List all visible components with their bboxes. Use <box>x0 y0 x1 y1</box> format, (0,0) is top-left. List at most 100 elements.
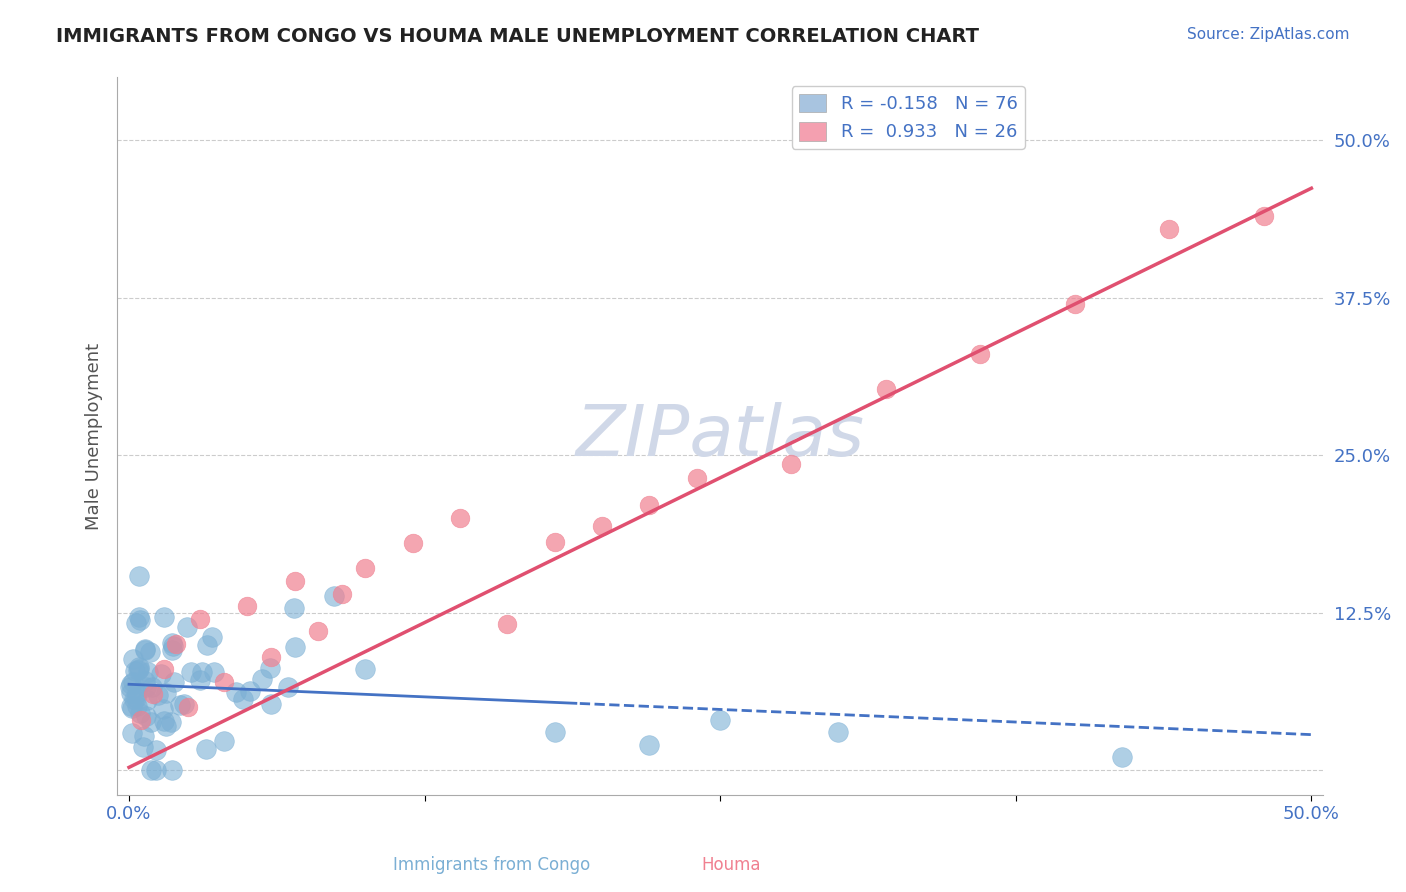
Point <box>122 674 145 689</box>
Point <box>152 714 174 728</box>
Point <box>875 383 897 397</box>
Point <box>165 637 187 651</box>
Point <box>153 610 176 624</box>
Point <box>155 719 177 733</box>
Point <box>638 738 661 752</box>
Point <box>160 763 183 777</box>
Point <box>283 601 305 615</box>
Point <box>259 660 281 674</box>
Point <box>543 725 565 739</box>
Point <box>121 726 143 740</box>
Point <box>239 683 262 698</box>
Point <box>354 561 377 575</box>
Point <box>232 692 254 706</box>
Point <box>176 620 198 634</box>
Point <box>225 685 247 699</box>
Point <box>212 734 235 748</box>
Point <box>201 631 224 645</box>
Point <box>169 698 191 712</box>
Point <box>129 706 152 721</box>
Point <box>135 680 157 694</box>
Point <box>1064 297 1087 311</box>
Point <box>162 639 184 653</box>
Point <box>136 665 159 679</box>
Point <box>120 677 142 691</box>
Point <box>145 743 167 757</box>
Point <box>212 674 235 689</box>
Point <box>709 713 731 727</box>
Point <box>354 662 377 676</box>
Point <box>135 709 157 723</box>
Point <box>124 665 146 679</box>
Point <box>125 615 148 630</box>
Point <box>139 763 162 777</box>
Text: Source: ZipAtlas.com: Source: ZipAtlas.com <box>1187 27 1350 42</box>
Point <box>162 643 184 657</box>
Point <box>150 667 173 681</box>
Point <box>160 636 183 650</box>
Point <box>236 599 259 614</box>
Point <box>277 680 299 694</box>
Point <box>155 686 177 700</box>
Point <box>163 675 186 690</box>
Point <box>496 616 519 631</box>
Point <box>543 535 565 549</box>
Point <box>125 698 148 713</box>
Point <box>969 347 991 361</box>
Point <box>260 697 283 711</box>
Text: ZIPatlas: ZIPatlas <box>575 401 865 471</box>
Point <box>188 612 211 626</box>
Point <box>152 701 174 715</box>
Point <box>284 640 307 654</box>
Point <box>128 610 150 624</box>
Point <box>190 665 212 679</box>
Point <box>134 641 156 656</box>
Point <box>134 643 156 657</box>
Point <box>283 574 305 588</box>
Point <box>194 742 217 756</box>
Y-axis label: Male Unemployment: Male Unemployment <box>86 343 103 530</box>
Point <box>177 700 200 714</box>
Point <box>173 697 195 711</box>
Point <box>135 693 157 707</box>
Point <box>118 681 141 695</box>
Text: IMMIGRANTS FROM CONGO VS HOUMA MALE UNEMPLOYMENT CORRELATION CHART: IMMIGRANTS FROM CONGO VS HOUMA MALE UNEM… <box>56 27 979 45</box>
Point <box>142 687 165 701</box>
Point <box>160 714 183 729</box>
Point <box>121 700 143 714</box>
Point <box>128 660 150 674</box>
Point <box>202 665 225 679</box>
Point <box>120 686 142 700</box>
Point <box>402 536 425 550</box>
Point <box>685 471 707 485</box>
Point <box>122 692 145 706</box>
Point <box>780 458 803 472</box>
Point <box>827 725 849 739</box>
Point <box>132 740 155 755</box>
Point <box>141 680 163 694</box>
Point <box>128 569 150 583</box>
Point <box>120 699 142 714</box>
Point <box>1111 750 1133 764</box>
Point <box>121 651 143 665</box>
Point <box>188 673 211 687</box>
Point <box>146 688 169 702</box>
Point <box>195 638 218 652</box>
Point <box>1253 209 1275 223</box>
Point <box>129 713 152 727</box>
Point <box>132 730 155 744</box>
Point <box>1159 221 1181 235</box>
Point <box>128 613 150 627</box>
Point <box>125 686 148 700</box>
Point <box>153 662 176 676</box>
Legend: R = -0.158   N = 76, R =  0.933   N = 26: R = -0.158 N = 76, R = 0.933 N = 26 <box>792 87 1025 149</box>
Point <box>180 665 202 680</box>
Point <box>307 624 329 639</box>
Text: Houma: Houma <box>702 856 761 874</box>
Point <box>145 763 167 777</box>
Point <box>127 663 149 677</box>
Point <box>134 673 156 688</box>
Point <box>591 519 613 533</box>
Point <box>449 511 471 525</box>
Point <box>638 498 661 512</box>
